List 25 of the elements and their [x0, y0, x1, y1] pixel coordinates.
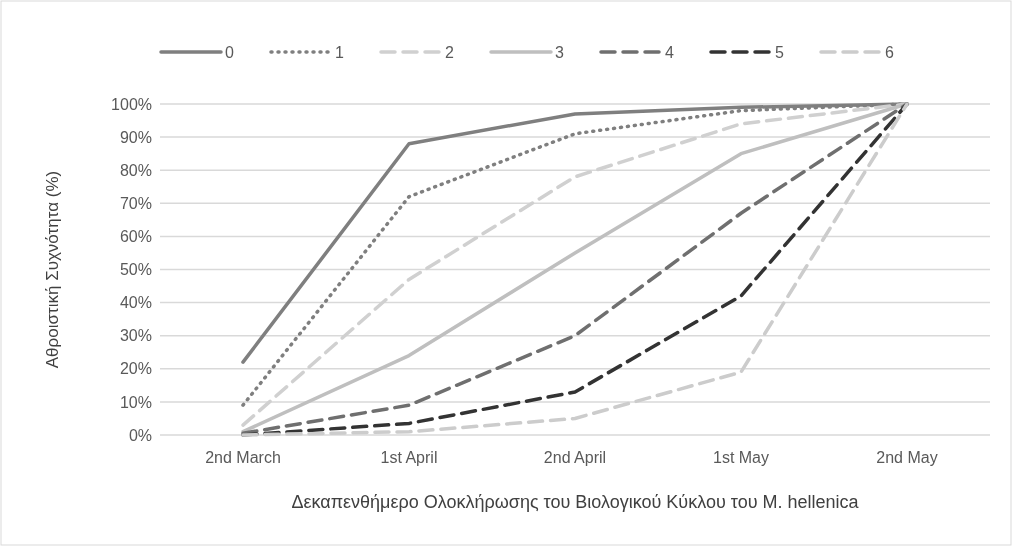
legend-label: 6	[885, 43, 894, 61]
legend-label: 4	[665, 43, 674, 61]
x-axis-title: Δεκαπενθήμερο Ολοκλήρωσης του Βιολογικού Κύκλου του M. hellenica	[291, 492, 860, 512]
y-tick-label: 30%	[119, 327, 152, 345]
legend-label: 0	[225, 43, 234, 61]
y-tick-label: 40%	[119, 294, 152, 312]
x-tick-label: 1st April	[380, 449, 438, 466]
y-tick-label: 80%	[119, 161, 152, 179]
x-tick-label: 2nd March	[205, 449, 281, 466]
x-tick-label: 1st May	[712, 449, 770, 466]
legend-label: 2	[445, 43, 454, 61]
legend-label: 1	[335, 43, 344, 61]
y-tick-label: 20%	[119, 360, 152, 378]
y-tick-label: 90%	[119, 128, 152, 146]
y-tick-label: 0%	[128, 426, 152, 444]
y-tick-label: 70%	[119, 194, 152, 212]
y-axis-title: Αθροιστική Συχνότητα (%)	[43, 170, 62, 369]
legend-label: 3	[555, 43, 564, 61]
legend-label: 5	[775, 43, 784, 61]
x-tick-label: 2nd May	[876, 449, 938, 466]
y-tick-label: 100%	[111, 95, 152, 113]
y-tick-label: 10%	[119, 393, 152, 411]
x-tick-label: 2nd April	[543, 449, 607, 466]
y-tick-label: 60%	[119, 228, 152, 245]
y-tick-label: 50%	[119, 261, 152, 279]
